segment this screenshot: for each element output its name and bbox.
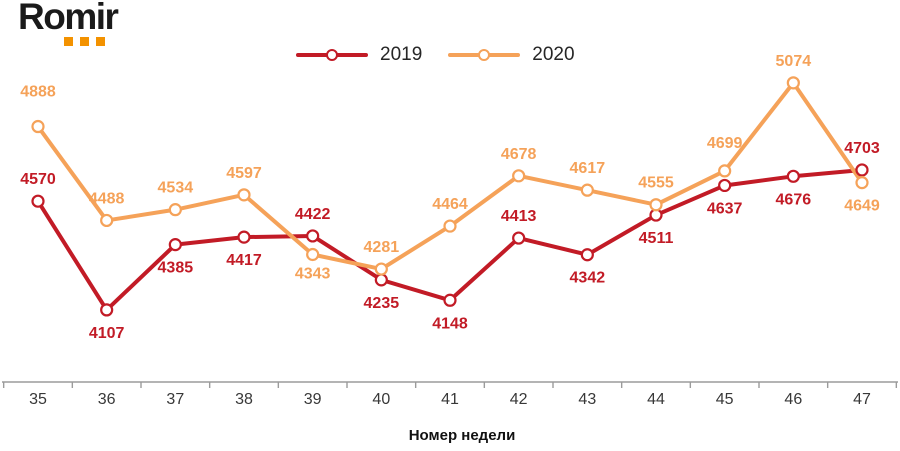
logo-dot (64, 37, 73, 46)
data-point-2019 (512, 231, 526, 245)
data-point-2019 (580, 248, 594, 262)
x-tick-label: 42 (510, 391, 528, 408)
data-point-2020 (31, 119, 45, 134)
data-point-2020 (512, 169, 526, 183)
data-label-2020: 4699 (707, 135, 743, 152)
data-point-2019 (374, 273, 388, 287)
data-label-2020: 4343 (295, 265, 331, 282)
data-label-2019: 4703 (844, 140, 880, 157)
legend-line-2020 (448, 49, 521, 61)
data-label-2020: 4678 (501, 146, 537, 163)
data-label-2019: 4342 (570, 270, 606, 287)
data-label-2019: 4637 (707, 200, 743, 217)
data-point-2019 (786, 169, 800, 183)
x-tick-label: 45 (716, 391, 734, 408)
data-point-2020 (237, 188, 251, 202)
romir-logo-dots (64, 37, 105, 46)
data-label-2019: 4107 (89, 325, 125, 342)
legend-item-2020: 2020 (448, 44, 575, 66)
data-point-2020 (718, 164, 732, 178)
x-tick-label: 40 (372, 391, 390, 408)
data-label-2020: 4888 (20, 84, 56, 101)
data-point-2020 (580, 183, 594, 197)
legend-item-2019: 2019 (296, 44, 422, 66)
data-point-2020 (855, 176, 869, 190)
data-label-2020: 4555 (638, 175, 674, 192)
x-tick-label: 46 (784, 391, 802, 408)
data-point-2019 (306, 229, 320, 243)
data-label-2020: 4597 (226, 165, 262, 182)
romir-logo-text: Romir (18, 0, 119, 37)
data-label-2020: 4464 (432, 196, 468, 213)
data-point-2019 (31, 194, 45, 208)
x-tick-label: 41 (441, 391, 459, 408)
data-label-2020: 4617 (570, 160, 606, 177)
romir-logo: Romir (18, 0, 119, 46)
logo-dot (96, 37, 105, 46)
data-point-2020 (374, 262, 388, 276)
legend-label-2020: 2020 (532, 44, 575, 65)
series-line-2020 (36, 80, 864, 272)
data-label-2020: 4534 (158, 180, 194, 197)
legend-line-2019 (296, 49, 368, 61)
x-tick-label: 47 (853, 391, 871, 408)
x-tick-label: 43 (578, 391, 596, 408)
data-label-2019: 4235 (364, 295, 400, 312)
x-tick-label: 38 (235, 391, 253, 408)
data-point-2020 (649, 198, 663, 212)
data-label-2020: 4281 (364, 239, 400, 256)
chart-legend: 2019 2020 (296, 44, 575, 66)
data-label-2020: 4488 (89, 190, 125, 207)
data-label-2019: 4413 (501, 208, 537, 225)
data-point-2019 (168, 238, 182, 252)
data-point-2020 (443, 219, 457, 233)
data-point-2020 (306, 247, 320, 262)
x-axis-title: Номер недели (409, 427, 516, 444)
data-label-2019: 4676 (776, 191, 812, 208)
data-label-2019: 4148 (432, 315, 468, 332)
data-point-2019 (718, 178, 732, 193)
legend-marker-2020 (478, 49, 491, 61)
logo-dot (80, 37, 89, 46)
legend-label-2019: 2019 (380, 44, 423, 65)
x-tick-label: 36 (98, 391, 116, 408)
x-tick-label: 44 (647, 391, 665, 408)
data-label-2019: 4570 (20, 171, 56, 188)
data-point-2020 (168, 203, 182, 217)
x-tick-label: 37 (166, 391, 184, 408)
data-label-2020: 4649 (844, 198, 880, 215)
data-label-2019: 4511 (639, 230, 674, 247)
legend-marker-2019 (326, 49, 338, 61)
data-point-2019 (100, 303, 114, 317)
data-label-2020: 5074 (776, 53, 812, 70)
data-point-2020 (786, 76, 800, 90)
data-point-2019 (237, 230, 251, 244)
data-label-2019: 4417 (226, 252, 262, 269)
x-tick-label: 35 (29, 391, 47, 408)
data-label-2019: 4422 (295, 206, 331, 223)
data-label-2019: 4385 (158, 260, 194, 277)
x-tick-label: 39 (304, 391, 322, 408)
data-point-2020 (100, 213, 114, 228)
data-point-2019 (855, 163, 869, 177)
data-point-2019 (443, 293, 457, 307)
